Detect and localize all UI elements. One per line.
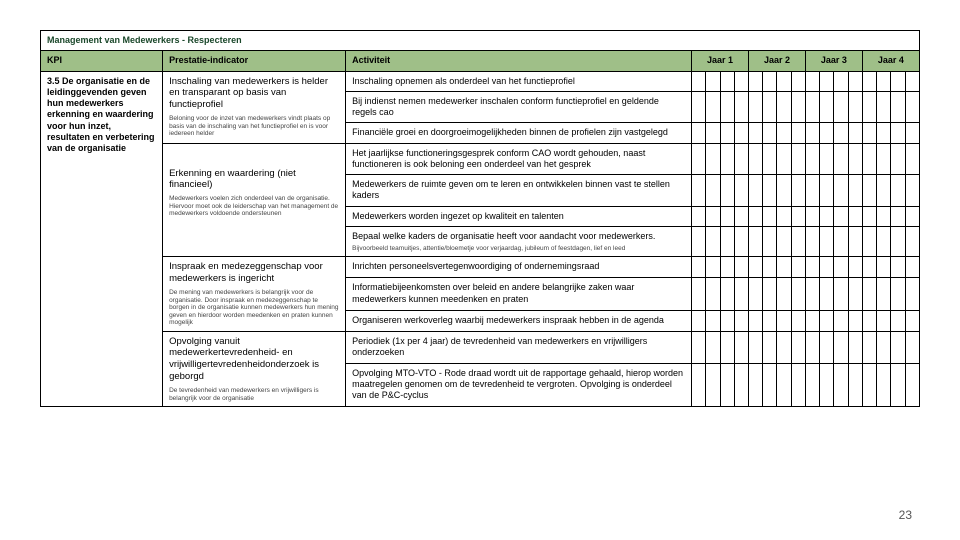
page-number: 23 [899, 508, 912, 522]
col-year-2: Jaar 2 [748, 51, 805, 71]
col-year-3: Jaar 3 [805, 51, 862, 71]
pi-g4: Opvolging vanuit medewerkertevredenheid-… [163, 331, 346, 406]
pi-g2-main: Erkenning en waardering (niet financieel… [169, 168, 339, 192]
act-r12: Opvolging MTO-VTO - Rode draad wordt uit… [346, 363, 692, 406]
act-r7-sub: Bijvoorbeeld teamuitjes, attentie/bloeme… [352, 245, 685, 252]
pi-g3-main: Inspraak en medezeggenschap voor medewer… [169, 261, 339, 285]
pi-g2-main-pre [169, 148, 339, 168]
act-r11: Periodiek (1x per 4 jaar) de tevredenhei… [346, 331, 692, 363]
pi-g3-sub: De mening van medewerkers is belangrijk … [169, 289, 339, 326]
pi-g4-main: Opvolging vanuit medewerkertevredenheid-… [169, 336, 339, 384]
act-r8: Inrichten personeelsvertegenwoordiging o… [346, 257, 692, 278]
pi-g1-sub: Beloning voor de inzet van medewerkers v… [169, 115, 339, 137]
col-year-1: Jaar 1 [692, 51, 749, 71]
table-title: Management van Medewerkers - Respecteren [41, 31, 920, 51]
pi-g3: Inspraak en medezeggenschap voor medewer… [163, 257, 346, 331]
act-r7: Bepaal welke kaders de organisatie heeft… [346, 226, 692, 257]
act-r5: Medewerkers de ruimte geven om te leren … [346, 175, 692, 207]
act-r9: Informatiebijeenkomsten over beleid en a… [346, 278, 692, 310]
act-r3: Financiële groei en doorgroeimogelijkhed… [346, 123, 692, 143]
act-r7-main: Bepaal welke kaders de organisatie heeft… [352, 231, 655, 241]
pi-g1-main: Inschaling van medewerkers is helder en … [169, 76, 339, 112]
act-r10: Organiseren werkoverleg waarbij medewerk… [346, 310, 692, 331]
pi-g1: Inschaling van medewerkers is helder en … [163, 71, 346, 143]
col-pi: Prestatie-indicator [163, 51, 346, 71]
pi-g2: Erkenning en waardering (niet financieel… [163, 143, 346, 257]
kpi-table: Management van Medewerkers - Respecteren… [40, 30, 920, 407]
act-r6: Medewerkers worden ingezet op kwaliteit … [346, 206, 692, 226]
act-r4: Het jaarlijkse functioneringsgesprek con… [346, 143, 692, 175]
act-r2: Bij indienst nemen medewerker inschalen … [346, 91, 692, 123]
kpi-text: 3.5 De organisatie en de leidinggevenden… [41, 71, 163, 407]
col-kpi: KPI [41, 51, 163, 71]
pi-g4-sub: De tevredenheid van medewerkers en vrijw… [169, 387, 339, 402]
col-year-4: Jaar 4 [862, 51, 919, 71]
col-act: Activiteit [346, 51, 692, 71]
act-r1: Inschaling opnemen als onderdeel van het… [346, 71, 692, 91]
pi-g2-sub: Medewerkers voelen zich onderdeel van de… [169, 195, 339, 217]
